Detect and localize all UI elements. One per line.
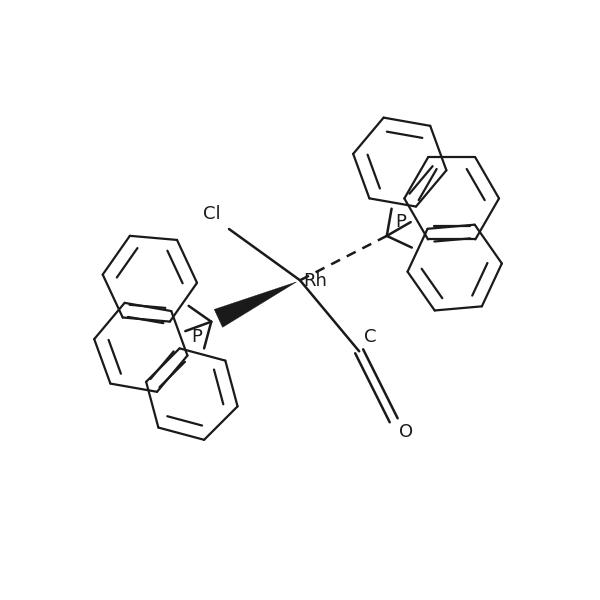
Text: P: P — [395, 213, 407, 231]
Text: C: C — [364, 328, 377, 346]
Text: O: O — [398, 423, 413, 441]
Polygon shape — [214, 282, 296, 327]
Text: Rh: Rh — [303, 272, 327, 290]
Text: Cl: Cl — [203, 205, 221, 223]
Text: P: P — [191, 328, 202, 346]
